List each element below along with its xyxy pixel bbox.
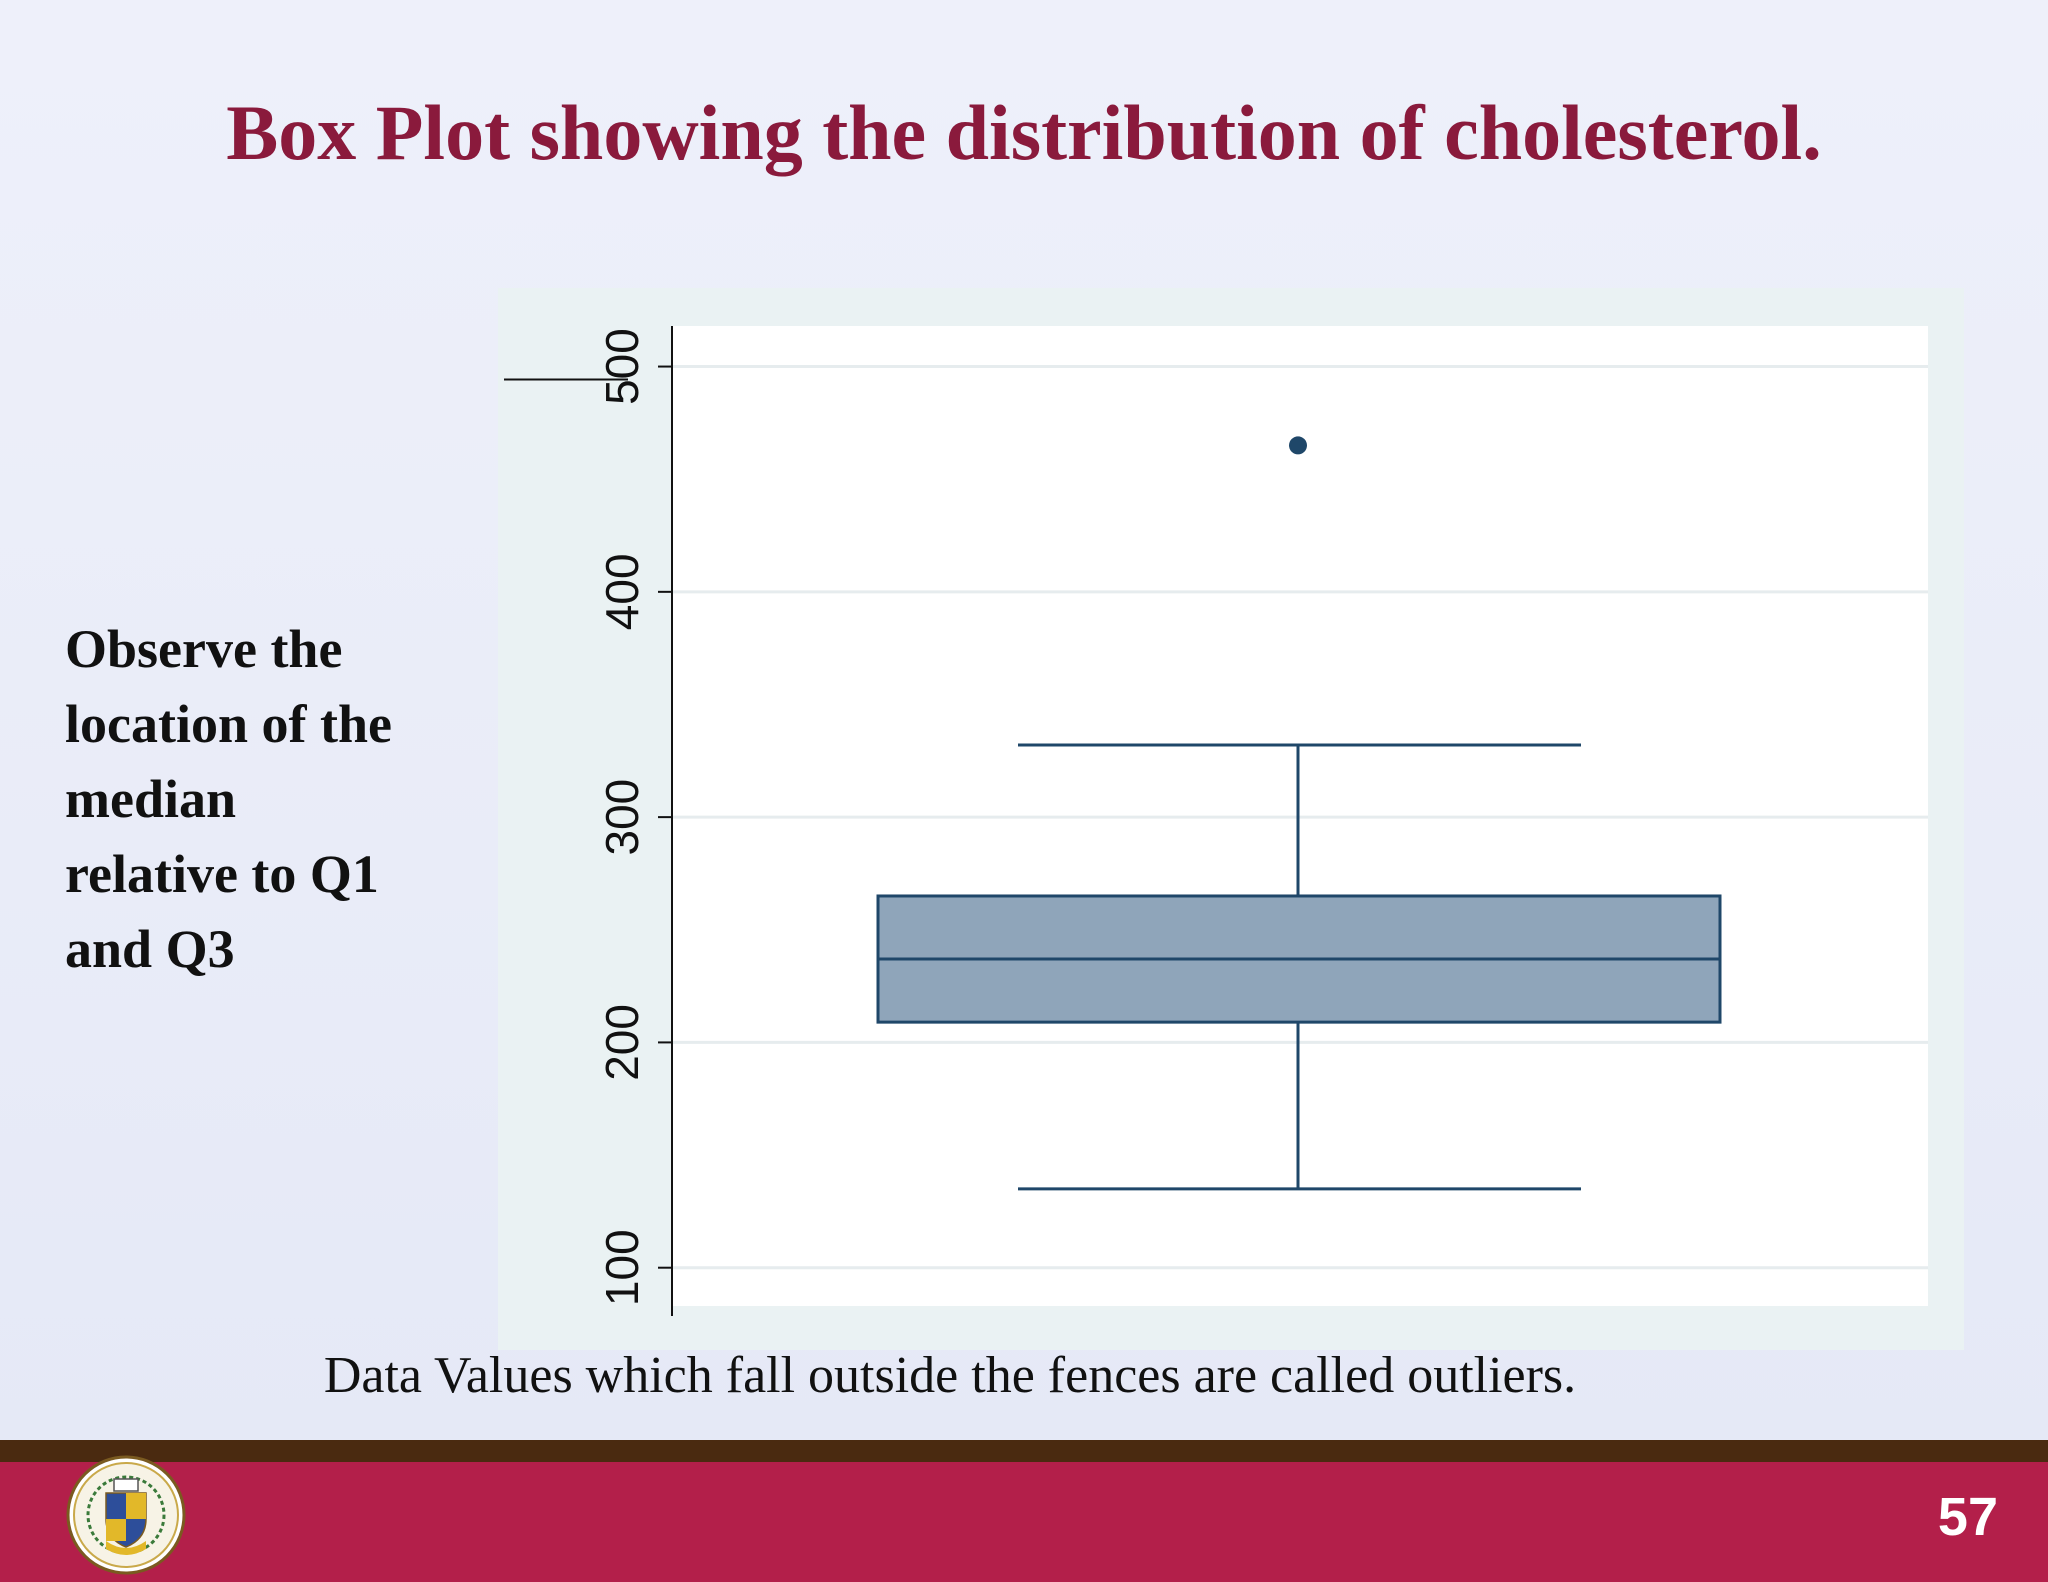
y-tick-label: 100	[596, 1229, 648, 1306]
side-note-line: Observe the	[65, 619, 343, 679]
side-note-line: location of the	[65, 694, 392, 754]
y-tick-label: 300	[596, 779, 648, 856]
outlier-point	[1289, 436, 1307, 455]
y-tick-label: 400	[596, 553, 648, 630]
university-seal-icon	[66, 1455, 186, 1575]
footnote: Data Values which fall outside the fence…	[323, 1347, 1577, 1404]
chart-panel: 100 200 300 400 500	[498, 288, 1964, 1350]
box-plot-chart: 100 200 300 400 500	[504, 326, 1928, 1316]
slide-number: 57	[1937, 1487, 1998, 1547]
y-tick-label: 500	[596, 328, 648, 405]
side-note-line: and Q3	[65, 919, 235, 979]
side-note: Observe the location of the median relat…	[65, 612, 485, 987]
footer-bar	[0, 1440, 2048, 1582]
side-note-line: median	[65, 769, 237, 829]
slide-title: Box Plot showing the distribution of cho…	[226, 89, 1822, 176]
y-tick-label: 200	[596, 1004, 648, 1081]
side-note-line: relative to Q1	[65, 844, 379, 904]
